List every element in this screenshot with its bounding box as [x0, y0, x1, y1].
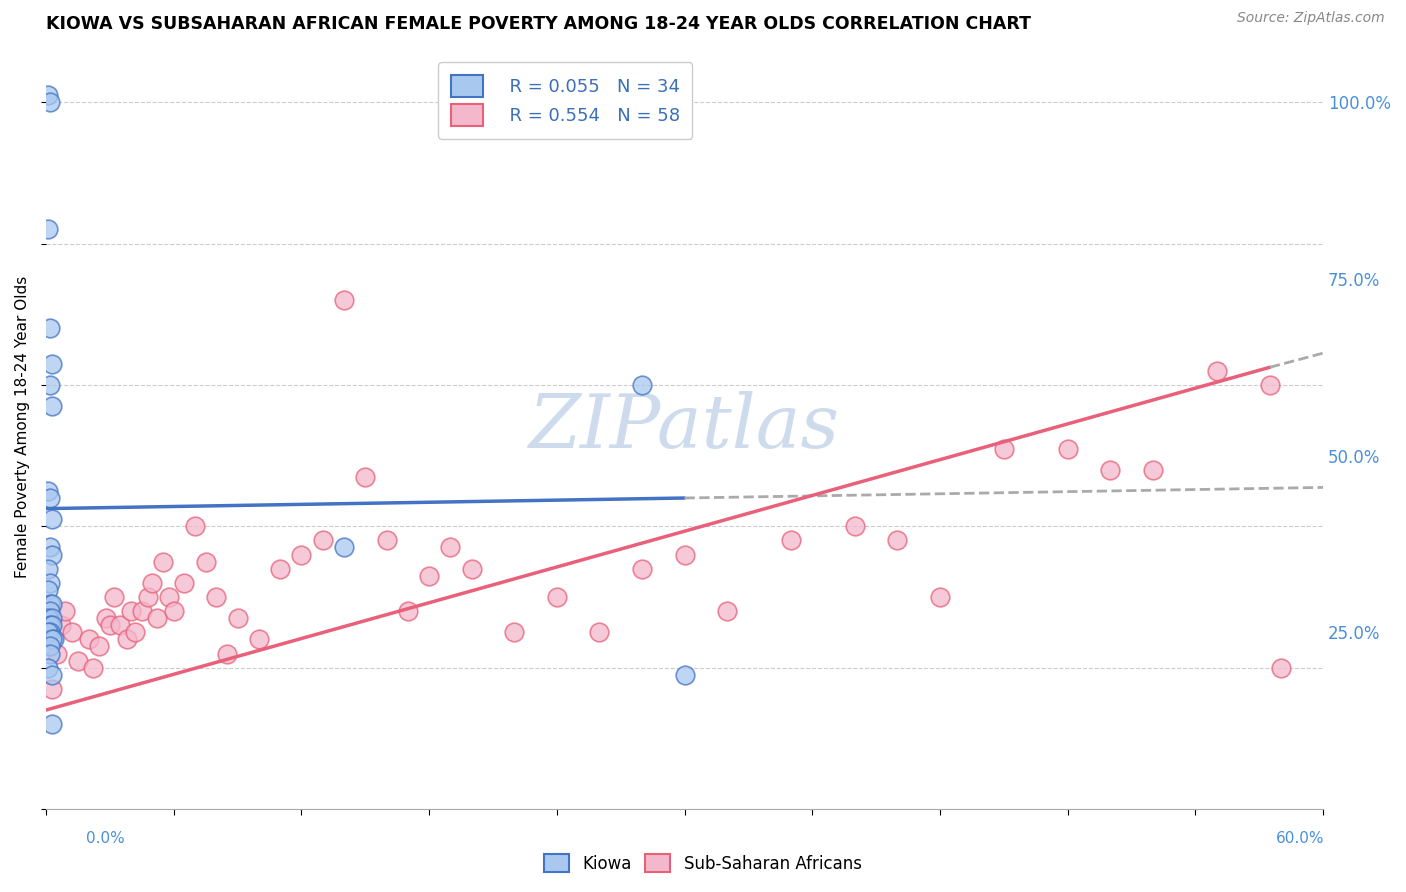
Point [49, 618, 72, 632]
Point [131, 604, 153, 618]
Point [184, 519, 207, 533]
Point [110, 618, 132, 632]
Point [39, 378, 62, 392]
Point [41, 611, 63, 625]
Point [53, 604, 76, 618]
Y-axis label: Female Poverty Among 18-24 Year Olds: Female Poverty Among 18-24 Year Olds [15, 277, 30, 578]
Point [103, 590, 125, 604]
Point [375, 533, 398, 548]
Point [1270, 660, 1292, 674]
Point [39, 95, 62, 110]
Point [354, 470, 377, 484]
Point [39, 618, 62, 632]
Point [120, 604, 142, 618]
Point [716, 604, 738, 618]
Point [1205, 364, 1227, 378]
Point [39, 640, 62, 654]
Point [780, 533, 803, 548]
Point [290, 548, 312, 562]
Point [215, 647, 238, 661]
Point [39, 604, 62, 618]
Point [124, 625, 146, 640]
Text: Source: ZipAtlas.com: Source: ZipAtlas.com [1237, 12, 1385, 25]
Point [312, 533, 335, 548]
Point [141, 575, 163, 590]
Point [152, 555, 174, 569]
Point [673, 548, 696, 562]
Point [37, 562, 59, 576]
Point [136, 590, 159, 604]
Text: KIOWA VS SUBSAHARAN AFRICAN FEMALE POVERTY AMONG 18-24 YEAR OLDS CORRELATION CHA: KIOWA VS SUBSAHARAN AFRICAN FEMALE POVER… [46, 15, 1031, 33]
Point [247, 632, 270, 647]
Point [159, 590, 181, 604]
Point [45, 647, 67, 661]
Point [39, 625, 62, 640]
Point [41, 632, 63, 647]
Point [503, 625, 526, 640]
Point [115, 632, 138, 647]
Point [41, 681, 63, 696]
Point [41, 717, 63, 731]
Point [37, 222, 59, 236]
Legend:   R = 0.055   N = 34,   R = 0.554   N = 58: R = 0.055 N = 34, R = 0.554 N = 58 [439, 62, 693, 139]
Text: 0.0%: 0.0% [86, 831, 125, 846]
Point [1099, 463, 1122, 477]
Legend: Kiowa, Sub-Saharan Africans: Kiowa, Sub-Saharan Africans [537, 847, 869, 880]
Point [39, 597, 62, 611]
Point [145, 611, 167, 625]
Text: ZIPatlas: ZIPatlas [529, 391, 839, 464]
Point [82, 660, 104, 674]
Point [44, 632, 66, 647]
Point [37, 88, 59, 103]
Point [226, 611, 249, 625]
Point [993, 442, 1015, 456]
Point [89, 640, 111, 654]
Point [460, 562, 482, 576]
Point [1258, 378, 1281, 392]
Point [39, 321, 62, 335]
Point [41, 399, 63, 413]
Point [546, 590, 568, 604]
Point [673, 667, 696, 681]
Point [1056, 442, 1078, 456]
Point [205, 590, 228, 604]
Point [39, 541, 62, 555]
Point [41, 667, 63, 681]
Point [98, 618, 121, 632]
Point [333, 541, 356, 555]
Point [39, 647, 62, 661]
Point [60, 625, 83, 640]
Point [37, 660, 59, 674]
Point [41, 597, 63, 611]
Point [173, 575, 195, 590]
Point [94, 611, 117, 625]
Point [886, 533, 908, 548]
Point [41, 618, 63, 632]
Point [929, 590, 952, 604]
Point [163, 604, 186, 618]
Point [269, 562, 291, 576]
Point [844, 519, 866, 533]
Point [37, 483, 59, 498]
Point [396, 604, 419, 618]
Point [194, 555, 217, 569]
Point [41, 548, 63, 562]
Point [631, 378, 654, 392]
Text: 60.0%: 60.0% [1277, 831, 1324, 846]
Point [39, 491, 62, 505]
Point [77, 632, 100, 647]
Point [37, 625, 59, 640]
Point [439, 541, 461, 555]
Point [41, 512, 63, 526]
Point [588, 625, 610, 640]
Point [418, 568, 440, 582]
Point [333, 293, 356, 307]
Point [631, 562, 654, 576]
Point [39, 575, 62, 590]
Point [37, 582, 59, 597]
Point [66, 654, 89, 668]
Point [37, 611, 59, 625]
Point [1142, 463, 1164, 477]
Point [41, 357, 63, 371]
